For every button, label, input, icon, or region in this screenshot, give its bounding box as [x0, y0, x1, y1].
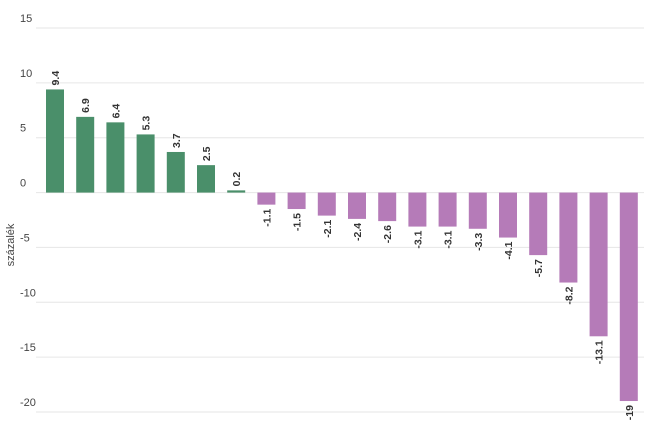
- bar: [468, 192, 487, 229]
- bar: [106, 122, 125, 193]
- y-tick-label: -20: [20, 397, 36, 409]
- bar-value-label: -2.4: [352, 223, 364, 241]
- y-tick-label: -10: [20, 287, 36, 299]
- y-tick-label: 0: [20, 178, 26, 190]
- bar-value-label: 6.9: [80, 98, 92, 113]
- bar-value-label: -8.2: [563, 286, 575, 304]
- bar-value-label: -3.1: [412, 230, 424, 248]
- bar-value-label: -4.1: [503, 241, 515, 259]
- bar-value-label: 6.4: [110, 104, 122, 119]
- bar-value-label: -3.3: [473, 233, 485, 251]
- bar: [166, 151, 185, 193]
- bar: [499, 192, 517, 238]
- bar-value-label: -3.1: [443, 230, 455, 248]
- bar-value-label: 0.2: [231, 172, 243, 187]
- bar-value-label: -2.1: [322, 219, 334, 237]
- bar-value-label: 2.5: [201, 146, 213, 161]
- bar: [136, 134, 155, 193]
- bar-value-label: 5.3: [141, 116, 153, 131]
- bar: [287, 192, 306, 210]
- bar: [559, 192, 578, 283]
- bar: [378, 192, 397, 222]
- bar-value-label: -5.7: [533, 259, 545, 277]
- bar: [76, 116, 95, 193]
- bar-value-label: -1.1: [261, 208, 273, 226]
- bars: [46, 89, 638, 402]
- data-labels: 9.4 6.9 6.4 5.3 3.7 2.5 0.2 -1.1 -1.5 -2.1 -2.4 -2.…: [50, 71, 636, 421]
- y-axis-label: százalék: [5, 223, 17, 266]
- bar: [348, 192, 366, 219]
- bar-value-label: 9.4: [50, 71, 62, 86]
- bar-value-label: -1.5: [292, 213, 304, 231]
- y-tick-label: 15: [20, 13, 32, 25]
- y-axis-ticks: 15 10 5 0 -5 -10 -15 -20: [20, 13, 36, 409]
- bar: [197, 165, 215, 193]
- grid-lines: [36, 27, 644, 413]
- y-tick-label: 10: [20, 68, 32, 80]
- bar: [529, 192, 548, 256]
- bar: [317, 192, 336, 216]
- bar-value-label: -13.1: [594, 340, 606, 364]
- bar-value-label: -2.6: [382, 225, 394, 243]
- bar: [46, 89, 64, 193]
- bar: [589, 192, 608, 337]
- bar: [227, 190, 246, 193]
- bar: [408, 192, 427, 227]
- y-tick-label: -15: [20, 342, 36, 354]
- bar-value-label: 3.7: [171, 133, 183, 148]
- y-tick-label: -5: [20, 232, 30, 244]
- bar: [438, 192, 457, 227]
- bar: [257, 192, 276, 205]
- bar: [619, 192, 638, 402]
- bar-value-label: -19: [624, 405, 636, 420]
- y-tick-label: 5: [20, 123, 26, 135]
